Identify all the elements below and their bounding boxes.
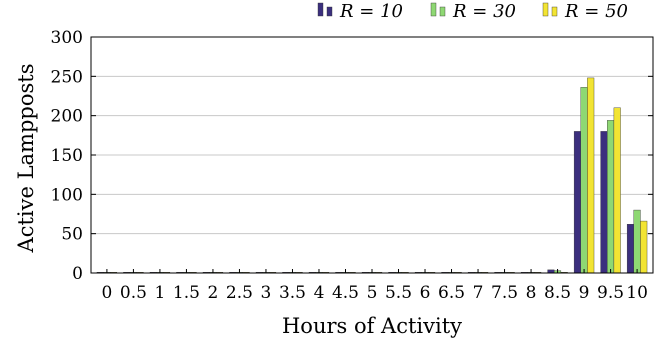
legend-swatch bbox=[430, 2, 437, 17]
y-axis-ticks: 0 50 100 150 200 250 300 bbox=[51, 28, 653, 284]
legend-item: R = 10 bbox=[317, 1, 403, 22]
y-tick-label: 200 bbox=[51, 107, 83, 127]
x-tick-label: 0.5 bbox=[120, 283, 147, 303]
x-tick-label: 2.5 bbox=[226, 283, 253, 303]
x-tick-label: 4.5 bbox=[332, 283, 359, 303]
x-tick-label: 7.5 bbox=[491, 283, 518, 303]
legend-swatch bbox=[439, 6, 446, 17]
x-axis-title: Hours of Activity bbox=[282, 314, 462, 338]
y-tick-label: 50 bbox=[61, 225, 83, 245]
y-tick-label: 250 bbox=[51, 67, 83, 87]
y-axis-title: Active Lampposts bbox=[14, 64, 38, 254]
y-tick-label: 150 bbox=[51, 146, 83, 166]
x-tick-label: 5 bbox=[367, 283, 378, 303]
gridlines bbox=[91, 75, 653, 235]
bar bbox=[587, 77, 595, 274]
bar-series-group bbox=[96, 77, 648, 274]
x-tick-label: 10 bbox=[626, 283, 648, 303]
y-tick-label: 300 bbox=[51, 28, 83, 48]
legend-label: R = 50 bbox=[564, 1, 628, 22]
y-tick-label: 0 bbox=[72, 264, 83, 284]
legend-label: R = 30 bbox=[452, 1, 516, 22]
x-tick-label: 6.5 bbox=[438, 283, 465, 303]
bar-series bbox=[110, 77, 648, 274]
x-tick-label: 7 bbox=[473, 283, 484, 303]
bar bbox=[633, 209, 641, 274]
legend-swatch bbox=[317, 2, 324, 17]
legend-swatch bbox=[551, 6, 558, 17]
x-tick-label: 3.5 bbox=[279, 283, 306, 303]
x-tick-label: 9 bbox=[579, 283, 590, 303]
x-tick-label: 8.5 bbox=[544, 283, 571, 303]
legend-swatch bbox=[326, 6, 333, 17]
x-tick-label: 8 bbox=[526, 283, 537, 303]
x-tick-label: 5.5 bbox=[385, 283, 412, 303]
x-tick-label: 1 bbox=[155, 283, 166, 303]
bar bbox=[600, 131, 608, 274]
legend-item: R = 50 bbox=[542, 1, 628, 22]
bar bbox=[613, 107, 621, 274]
y-tick-label: 100 bbox=[51, 185, 83, 205]
x-axis-ticks: 0 0.5 1 1.5 2 2.5 3 3.5 4 4.5 5 5.5 6 6.5 7 7.5 8 8.5 9 9.5… bbox=[101, 269, 648, 303]
legend-item: R = 30 bbox=[430, 1, 516, 22]
x-tick-label: 1.5 bbox=[173, 283, 200, 303]
x-tick-label: 6 bbox=[420, 283, 431, 303]
bar bbox=[640, 220, 648, 274]
bar-series bbox=[96, 131, 634, 274]
x-tick-label: 4 bbox=[314, 283, 325, 303]
bar bbox=[607, 120, 615, 274]
bar bbox=[626, 224, 634, 274]
x-tick-label: 3 bbox=[261, 283, 272, 303]
legend-label: R = 10 bbox=[339, 1, 403, 22]
legend-swatch bbox=[542, 2, 549, 17]
x-tick-label: 2 bbox=[208, 283, 219, 303]
bar bbox=[580, 87, 588, 274]
bar bbox=[573, 131, 581, 274]
x-tick-label: 0 bbox=[101, 283, 112, 303]
x-tick-label: 9.5 bbox=[597, 283, 624, 303]
legend: R = 10 R = 30 R = 50 bbox=[317, 1, 628, 22]
